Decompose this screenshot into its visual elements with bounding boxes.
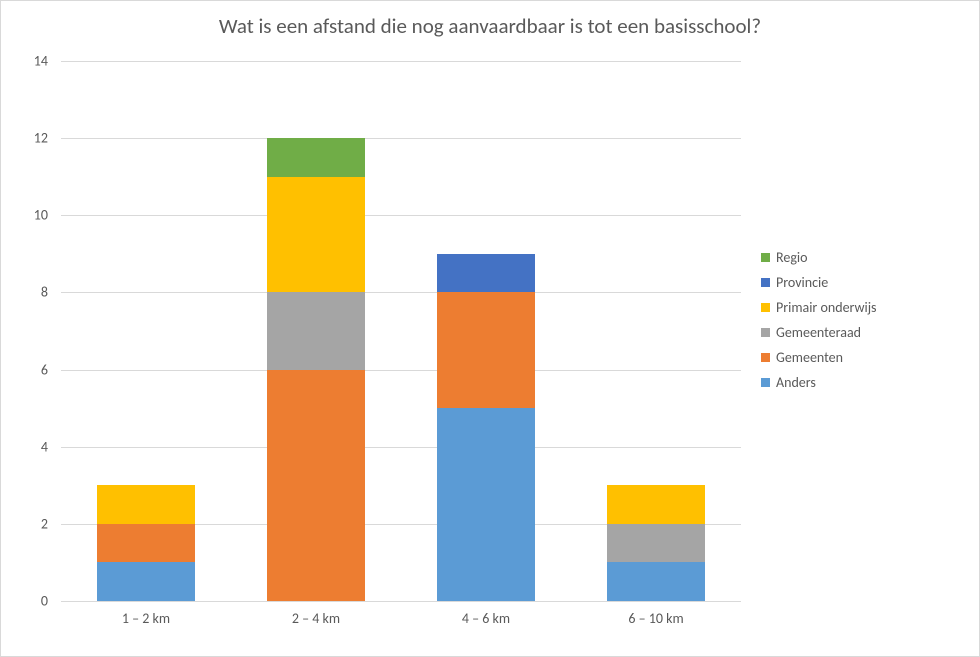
y-axis-labels: 02468101214 [1, 61, 56, 601]
bar-segment [437, 254, 536, 293]
plot-area [61, 61, 741, 601]
legend-item: Regio [761, 249, 961, 266]
bar-group [267, 61, 366, 601]
legend-item: Primair onderwijs [761, 299, 961, 316]
x-axis-labels: 1 – 2 km2 – 4 km4 – 6 km6 – 10 km [61, 606, 741, 636]
x-tick-label: 4 – 6 km [401, 610, 571, 627]
bars-area [61, 61, 741, 601]
legend-marker [761, 378, 770, 387]
legend-marker [761, 253, 770, 262]
y-tick-label: 6 [41, 361, 48, 378]
bar-segment [607, 485, 706, 524]
bar-group [607, 61, 706, 601]
legend: Regio Provincie Primair onderwijs Gemeenter… [761, 249, 961, 399]
bar-segment [437, 408, 536, 601]
legend-item: Provincie [761, 274, 961, 291]
legend-item: Gemeenteraad [761, 324, 961, 341]
legend-marker [761, 328, 770, 337]
bar-segment [97, 524, 196, 563]
y-tick-label: 4 [41, 438, 48, 455]
legend-marker [761, 353, 770, 362]
bar-segment [97, 562, 196, 601]
legend-item: Anders [761, 374, 961, 391]
x-tick-label: 2 – 4 km [231, 610, 401, 627]
bar-segment [267, 138, 366, 177]
legend-label: Gemeenten [776, 349, 843, 366]
bar-segment [437, 292, 536, 408]
legend-item: Gemeenten [761, 349, 961, 366]
stacked-bar-chart: Wat is een afstand die nog aanvaardbaar … [0, 0, 980, 657]
bar-segment [267, 292, 366, 369]
legend-label: Gemeenteraad [776, 324, 861, 341]
bar-segment [97, 485, 196, 524]
y-tick-label: 10 [34, 207, 48, 224]
x-tick-label: 1 – 2 km [61, 610, 231, 627]
bar-segment [267, 177, 366, 293]
bar-group [437, 61, 536, 601]
y-tick-label: 8 [41, 284, 48, 301]
y-tick-label: 14 [34, 53, 48, 70]
y-tick-label: 12 [34, 130, 48, 147]
legend-label: Provincie [776, 274, 828, 291]
bar-segment [607, 562, 706, 601]
bar-segment [267, 370, 366, 601]
bar-segment [607, 524, 706, 563]
legend-label: Regio [776, 249, 808, 266]
x-tick-label: 6 – 10 km [571, 610, 741, 627]
bar-group [97, 61, 196, 601]
legend-label: Primair onderwijs [776, 299, 877, 316]
y-tick-label: 0 [41, 593, 48, 610]
chart-title: Wat is een afstand die nog aanvaardbaar … [1, 13, 979, 39]
legend-marker [761, 303, 770, 312]
y-tick-label: 2 [41, 515, 48, 532]
legend-label: Anders [776, 374, 816, 391]
legend-marker [761, 278, 770, 287]
gridline [61, 601, 741, 602]
